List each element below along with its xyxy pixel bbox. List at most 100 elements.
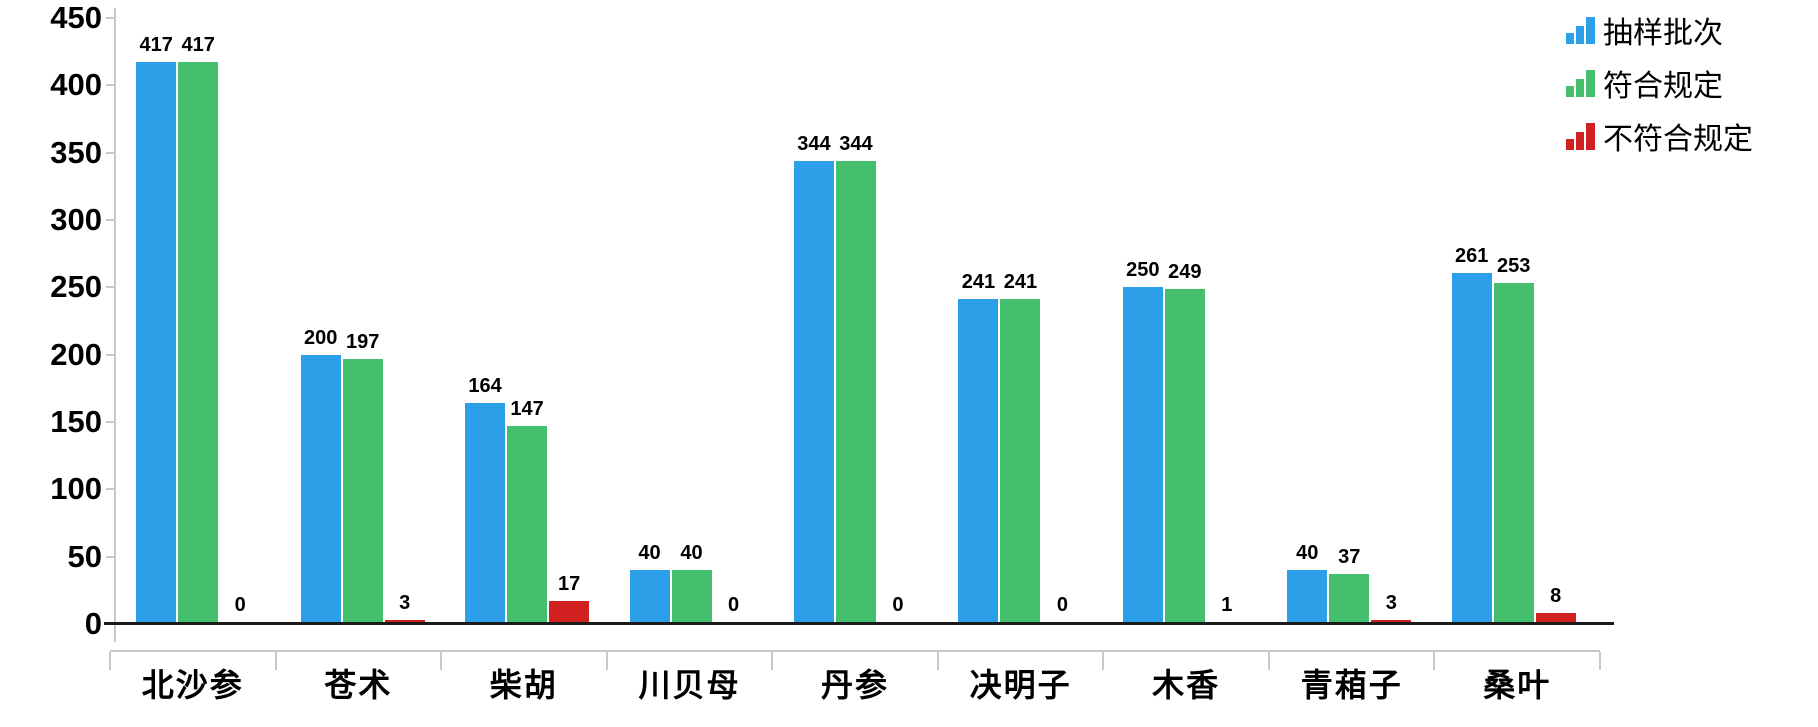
- legend-item-conforming: 符合规定: [1566, 61, 1753, 105]
- bar: 250: [1122, 259, 1163, 624]
- bar: 241: [1000, 271, 1041, 624]
- bar: 147: [507, 398, 548, 624]
- x-axis-category-label: 柴胡: [489, 667, 558, 703]
- bar: 344: [835, 133, 876, 624]
- bar-group-1: 417 417 0: [116, 0, 280, 624]
- y-axis-tick: [106, 84, 115, 87]
- bar-value-label: 249: [1168, 260, 1202, 283]
- y-axis-line: [114, 8, 116, 642]
- bar: 8: [1535, 585, 1576, 624]
- bar-group-3: 164 147 17: [445, 0, 609, 624]
- bar-value-label: 40: [680, 542, 703, 565]
- bar: 417: [178, 34, 219, 624]
- bar-value-label: 253: [1497, 255, 1531, 278]
- bar: 344: [793, 133, 834, 624]
- category-boundary-tick: [1267, 652, 1270, 670]
- bar-value-label: 0: [892, 594, 904, 616]
- bar-value-label: 344: [797, 132, 831, 155]
- bar: 3: [384, 592, 425, 624]
- category-boundary-tick: [936, 652, 939, 670]
- y-axis-tick-label: 100: [50, 471, 102, 507]
- bar: 253: [1493, 255, 1534, 624]
- legend: 抽样批次 符合规定 不符合规定: [1566, 8, 1753, 167]
- y-axis-tick-label: 400: [50, 67, 102, 103]
- category-boundary-tick: [605, 652, 608, 670]
- bar-value-label: 241: [961, 271, 996, 294]
- mini-bars-icon: [1566, 122, 1595, 150]
- x-axis-category-label: 桑叶: [1483, 667, 1552, 703]
- bar-group-8: 40 37 3: [1267, 0, 1431, 624]
- x-axis-category-label: 木香: [1152, 667, 1221, 703]
- bar-value-label: 417: [181, 34, 215, 57]
- bar-group-2: 200 197 3: [280, 0, 444, 624]
- bar-value-label: 3: [1385, 591, 1397, 614]
- y-axis-tick-label: 450: [50, 0, 102, 35]
- category-boundary-tick: [1433, 652, 1436, 670]
- bar-value-label: 40: [638, 542, 661, 565]
- bar-value-label: 164: [468, 375, 502, 398]
- legend-label: 符合规定: [1603, 70, 1723, 103]
- bar: 417: [136, 34, 177, 624]
- bar: 40: [1287, 542, 1328, 624]
- bar-value-label: 250: [1126, 259, 1160, 282]
- plot-area: 417 417 0 200 197 3 164 147 17 40 40 0 344 344 0 241 241…: [116, 0, 1596, 624]
- y-axis-tick-label: 50: [67, 538, 102, 574]
- bar: 3: [1371, 592, 1412, 624]
- bar-value-label: 3: [399, 591, 411, 614]
- y-axis-tick: [106, 421, 115, 423]
- bar: 40: [671, 542, 712, 624]
- y-axis-tick-label: 250: [50, 269, 102, 305]
- x-axis-category-label: 北沙参: [141, 667, 244, 703]
- x-axis-baseline: [104, 622, 1614, 625]
- mini-bars-icon: [1566, 16, 1595, 44]
- category-boundary-tick: [274, 652, 277, 670]
- y-axis-tick: [106, 17, 115, 19]
- category-boundary-tick: [771, 652, 774, 670]
- bar-value-label: 17: [557, 573, 581, 596]
- bar: 261: [1451, 245, 1492, 624]
- y-axis-tick-label: 200: [50, 336, 102, 372]
- bar: 37: [1329, 546, 1370, 624]
- bar-value-label: 40: [1296, 542, 1319, 565]
- bar: 249: [1164, 261, 1205, 624]
- category-boundary-tick: [1599, 652, 1601, 670]
- bar-value-label: 37: [1338, 546, 1361, 569]
- category-boundary-tick: [1102, 652, 1105, 670]
- bar-value-label: 0: [727, 594, 740, 616]
- bar-group-4: 40 40 0: [609, 0, 773, 624]
- bar: 17: [549, 573, 590, 624]
- y-axis-tick-label: 350: [50, 134, 102, 170]
- y-axis-tick-label: 300: [50, 202, 102, 237]
- y-axis-tick: [106, 219, 115, 221]
- x-axis-category-label: 青葙子: [1300, 667, 1403, 703]
- x-axis-category-label: 丹参: [821, 667, 890, 703]
- bar-value-label: 200: [303, 326, 338, 349]
- y-axis-tick: [106, 555, 115, 558]
- bar-group-6: 241 241 0: [938, 0, 1102, 624]
- y-axis-tick-label: 0: [84, 606, 102, 641]
- mini-bars-icon: [1566, 69, 1595, 97]
- bar: 197: [342, 331, 383, 624]
- bar: 200: [300, 327, 341, 624]
- y-axis-tick: [106, 151, 115, 154]
- x-axis-category-label: 决明子: [969, 667, 1072, 703]
- bar-value-label: 147: [510, 398, 544, 421]
- category-boundary-tick: [109, 652, 111, 670]
- legend-label: 抽样批次: [1603, 17, 1723, 50]
- x-axis-category-label: 苍术: [324, 667, 393, 703]
- category-boundary-tick: [440, 652, 443, 670]
- legend-label: 不符合规定: [1603, 123, 1753, 156]
- category-axis: 北沙参 苍术 柴胡 川贝母 丹参 决明子 木香 青葙子 桑叶: [109, 650, 1601, 706]
- bar-value-label: 1: [1221, 594, 1233, 616]
- bar: 164: [465, 375, 506, 624]
- bar-value-label: 0: [1056, 594, 1068, 616]
- bar-group-7: 250 249 1: [1103, 0, 1267, 624]
- bar-value-label: 0: [234, 594, 246, 616]
- bar-value-label: 261: [1455, 244, 1489, 267]
- x-axis-category-label: 川贝母: [638, 667, 741, 703]
- bar-value-label: 8: [1550, 585, 1562, 608]
- bar-group-5: 344 344 0: [774, 0, 938, 624]
- y-axis-tick: [106, 353, 115, 356]
- bar-value-label: 241: [1003, 271, 1038, 294]
